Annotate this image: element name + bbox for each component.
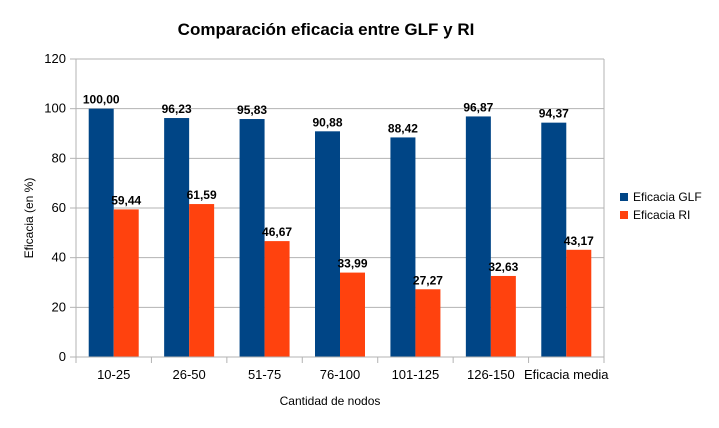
bar-glf: [390, 137, 416, 357]
legend-label: Eficacia RI: [633, 208, 690, 222]
data-label: 46,67: [262, 225, 292, 239]
bar-ri: [264, 241, 290, 357]
bar-ri: [490, 275, 516, 357]
x-axis-label: Cantidad de nodos: [280, 394, 381, 408]
y-tick-labels: 0 20 40 60 80 100 120: [44, 51, 66, 364]
bar-glf: [239, 119, 265, 358]
axes: [70, 58, 605, 363]
data-label: 32,63: [488, 260, 518, 274]
data-label: 88,42: [388, 121, 418, 135]
bar-ri: [113, 209, 139, 357]
y-tick-label: 120: [44, 51, 66, 66]
bar-ri: [415, 289, 441, 357]
data-label: 96,87: [463, 100, 493, 114]
x-tick-label: 76-100: [320, 367, 360, 382]
bar-glf: [465, 116, 491, 357]
x-tick-label: 10-25: [97, 367, 130, 382]
data-label: 33,99: [337, 257, 367, 271]
data-label: 43,17: [564, 234, 594, 248]
data-label: 90,88: [312, 115, 342, 129]
y-tick-label: 60: [52, 200, 66, 215]
legend-swatch: [620, 211, 628, 219]
data-label: 95,83: [237, 103, 267, 117]
bar-glf: [541, 122, 567, 358]
legend: Eficacia GLF Eficacia RI: [620, 190, 702, 222]
bar-ri: [189, 204, 215, 357]
y-tick-label: 40: [52, 250, 66, 265]
bar-glf: [164, 118, 190, 357]
chart-title: Comparación eficacia entre GLF y RI: [178, 20, 475, 39]
x-tick-label: 126-150: [467, 367, 515, 382]
data-label: 61,59: [187, 188, 217, 202]
legend-label: Eficacia GLF: [633, 190, 702, 204]
y-tick-label: 80: [52, 150, 66, 165]
bar-ri: [340, 272, 365, 357]
legend-swatch: [620, 193, 628, 201]
data-label: 100,00: [83, 93, 120, 107]
data-label: 94,37: [539, 107, 569, 121]
data-labels: 100,00 59,44 96,23 61,59 95,83 46,67 90,88 33,9…: [83, 93, 594, 288]
y-tick-label: 0: [59, 349, 66, 364]
y-tick-label: 20: [52, 299, 66, 314]
x-tick-label: 101-125: [392, 367, 440, 382]
bar-ri: [566, 249, 592, 357]
data-label: 59,44: [111, 193, 141, 207]
bar-glf: [315, 131, 340, 357]
y-tick-label: 100: [44, 101, 66, 116]
x-tick-labels: 10-25 26-50 51-75 76-100 101-125 126-150 Efica…: [97, 367, 609, 382]
data-label: 27,27: [413, 273, 443, 287]
bar-glf: [88, 108, 114, 358]
x-tick-label: 51-75: [248, 367, 281, 382]
x-tick-label: 26-50: [173, 367, 206, 382]
data-label: 96,23: [162, 102, 192, 116]
x-tick-label: Eficacia media: [524, 367, 609, 382]
bars: [88, 108, 592, 358]
y-axis-label: Eficacia (en %): [22, 178, 36, 259]
